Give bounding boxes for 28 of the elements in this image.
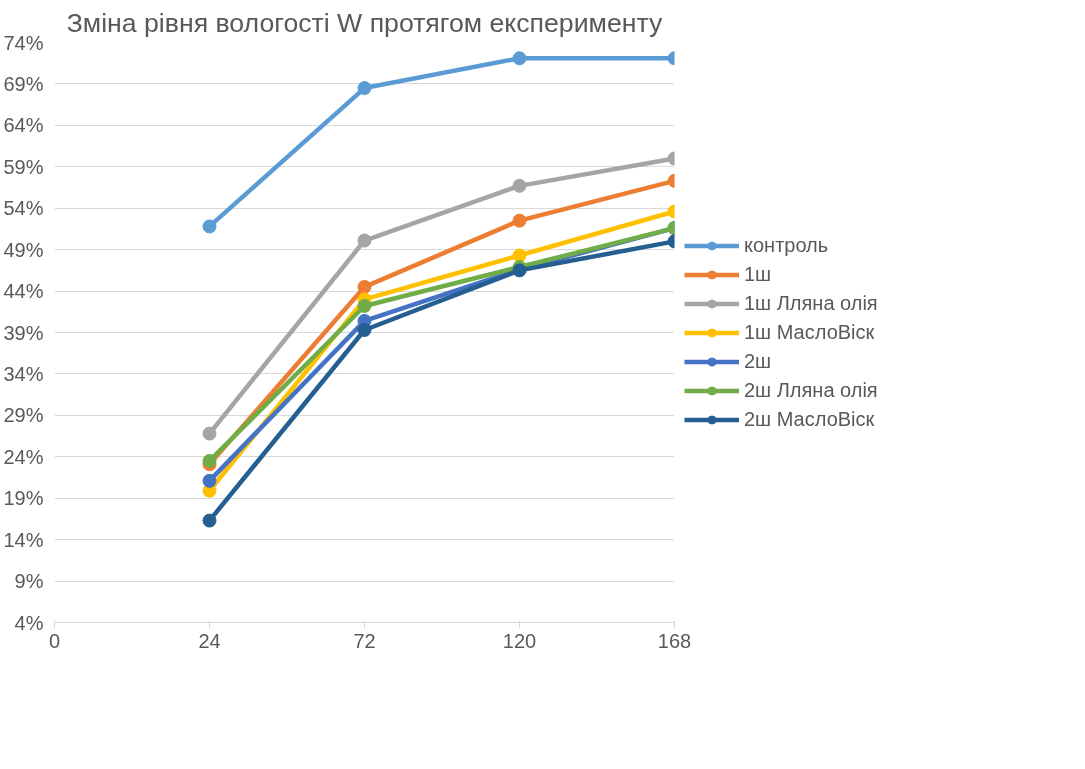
y-tick-label: 29% — [3, 404, 44, 427]
y-tick-label: 24% — [3, 445, 44, 468]
legend-label: 2ш Лляна олія — [744, 378, 878, 402]
y-tick-label: 34% — [3, 362, 44, 385]
y-tick-label: 39% — [3, 321, 44, 344]
legend-label: 2ш — [744, 349, 772, 373]
x-tick-label: 24 — [198, 629, 221, 652]
x-tick-label: 120 — [502, 629, 537, 652]
legend-label: 2ш МаслоВіск — [744, 407, 875, 431]
y-tick-label: 49% — [3, 238, 44, 261]
y-tick-label: 44% — [3, 280, 44, 303]
y-tick-label: 4% — [14, 611, 44, 634]
chart-title: Зміна рівня вологості W протягом експерименту — [66, 7, 663, 38]
y-tick-label: 74% — [3, 31, 44, 54]
y-tick-label: 69% — [3, 72, 44, 95]
x-tick-label: 0 — [48, 629, 61, 652]
y-tick-label: 64% — [3, 114, 44, 137]
y-tick-label: 9% — [14, 570, 44, 593]
legend-label: 1ш МаслоВіск — [744, 320, 875, 344]
x-tick-label: 168 — [657, 629, 692, 652]
y-tick-label: 54% — [3, 197, 44, 220]
legend-label: 1ш — [744, 262, 772, 286]
legend-label: контроль — [744, 233, 829, 257]
y-tick-label: 59% — [3, 155, 44, 178]
legend-label: 1ш Лляна олія — [744, 291, 878, 315]
y-tick-label: 19% — [3, 487, 44, 510]
y-tick-label: 14% — [3, 528, 44, 551]
x-tick-label: 72 — [353, 629, 376, 652]
